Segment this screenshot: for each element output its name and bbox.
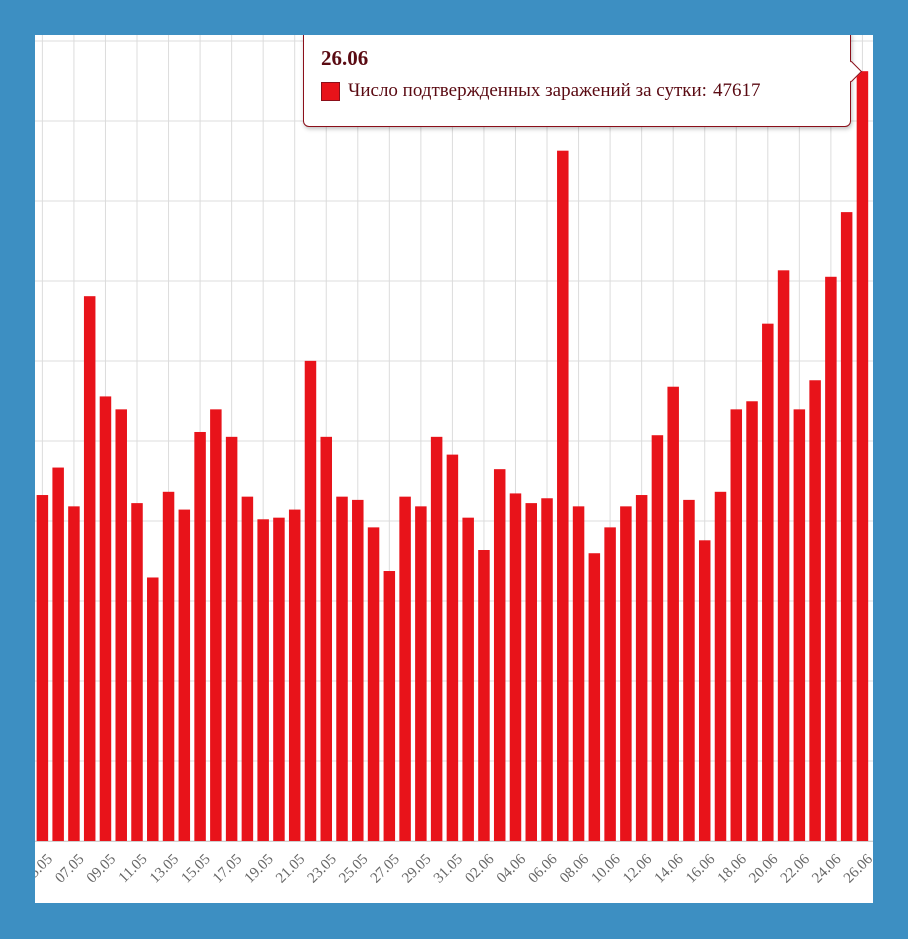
chart-frame: 05.05 07.05 09.05 11.05 13.05 15.05 17.05 19.05… [35,35,873,903]
tooltip-row: Число подтвержденных заражений за сутки:… [321,80,760,102]
x-tick-label: 13.05 [147,851,182,886]
bar-22.05[interactable] [304,360,317,841]
bar-03.06[interactable] [493,469,506,841]
bar-20.06[interactable] [762,323,774,842]
x-tick-label: 18.06 [715,851,751,887]
x-tick-label: 23.05 [305,851,340,886]
bar-28.05[interactable] [399,496,411,841]
bar-20.05[interactable] [273,517,285,841]
bar-21.06[interactable] [777,270,790,841]
bar-07.05[interactable] [68,506,80,841]
bar-chart: 05.0507.0509.0511.0513.0515.0517.0519.05… [35,35,873,887]
x-tick-label: 20.06 [746,851,782,887]
bar-26.05[interactable] [367,527,380,841]
data-tooltip: 26.06 Число подтвержденных заражений за … [303,35,863,127]
bar-17.06[interactable] [714,491,727,841]
bar-01.06[interactable] [462,517,474,841]
bar-18.05[interactable] [241,496,254,841]
chart-bars [36,71,869,842]
bar-31.05[interactable] [446,454,459,841]
bar-23.06[interactable] [809,380,821,841]
tooltip-date: 26.06 [321,46,369,70]
bar-27.05[interactable] [383,571,396,841]
bar-18.06[interactable] [730,409,743,841]
bar-12.05[interactable] [147,577,159,841]
x-tick-label: 15.05 [179,851,214,886]
bar-08.06[interactable] [572,506,585,841]
x-tick-label: 10.06 [589,851,625,887]
bar-11.05[interactable] [131,503,143,841]
bar-04.06[interactable] [509,493,522,841]
x-tick-label: 31.05 [431,851,466,886]
x-tick-label: 02.06 [462,851,498,887]
bar-05.05[interactable] [36,495,49,841]
x-tick-label: 08.06 [557,851,593,887]
bar-15.05[interactable] [194,431,206,841]
bar-12.06[interactable] [635,495,648,841]
x-tick-label: 05.05 [35,851,56,886]
x-tick-label: 26.06 [841,851,873,887]
bar-07.06[interactable] [557,150,569,841]
bar-09.06[interactable] [588,553,601,841]
x-tick-label: 29.05 [399,851,434,886]
x-tick-label: 04.06 [494,851,530,887]
bar-13.05[interactable] [162,491,175,841]
bar-30.05[interactable] [430,436,443,841]
x-tick-label: 14.06 [652,851,688,887]
bar-02.06[interactable] [478,550,490,841]
bar-25.06[interactable] [840,212,853,841]
bar-16.05[interactable] [210,409,222,841]
x-tick-label: 17.05 [210,851,245,886]
tooltip-series-swatch [321,81,340,101]
bar-23.05[interactable] [320,436,332,841]
x-tick-label: 27.05 [368,851,403,886]
x-tick-label: 06.06 [525,851,561,887]
bar-10.06[interactable] [604,527,616,841]
tooltip-value: 47617 [712,80,761,101]
bar-24.06[interactable] [825,276,837,841]
bar-13.06[interactable] [651,435,664,841]
bar-08.05[interactable] [83,296,96,841]
x-tick-label: 25.05 [336,851,371,886]
bar-11.06[interactable] [620,506,632,841]
x-axis-ticks: 05.0507.0509.0511.0513.0515.0517.0519.05… [35,841,873,887]
bar-05.06[interactable] [525,503,538,841]
x-tick-label: 21.05 [273,851,308,886]
bar-16.06[interactable] [698,540,711,841]
bar-22.06[interactable] [793,409,806,841]
bar-14.05[interactable] [178,509,191,841]
x-tick-label: 12.06 [620,851,656,887]
x-tick-label: 22.06 [778,851,814,887]
x-tick-label: 09.05 [84,851,119,886]
bar-06.05[interactable] [52,467,64,841]
bar-17.05[interactable] [225,436,238,841]
x-tick-label: 24.06 [809,851,845,887]
bar-09.05[interactable] [99,396,112,841]
bar-29.05[interactable] [415,506,427,841]
bar-25.05[interactable] [352,499,364,841]
bar-26.06[interactable] [856,71,869,841]
tooltip-series-label: Число подтвержденных заражений за сутки: [348,80,707,101]
x-tick-label: 11.05 [116,851,151,886]
bar-24.05[interactable] [336,496,348,841]
x-tick-label: 16.06 [683,851,719,887]
bar-21.05[interactable] [288,509,301,841]
bar-06.06[interactable] [541,498,553,841]
bar-19.05[interactable] [257,519,269,841]
x-tick-label: 07.05 [52,851,87,886]
bar-15.06[interactable] [683,499,695,841]
bar-14.06[interactable] [667,386,679,841]
x-tick-label: 19.05 [242,851,277,886]
bar-19.06[interactable] [746,401,758,841]
bar-10.05[interactable] [115,409,127,841]
